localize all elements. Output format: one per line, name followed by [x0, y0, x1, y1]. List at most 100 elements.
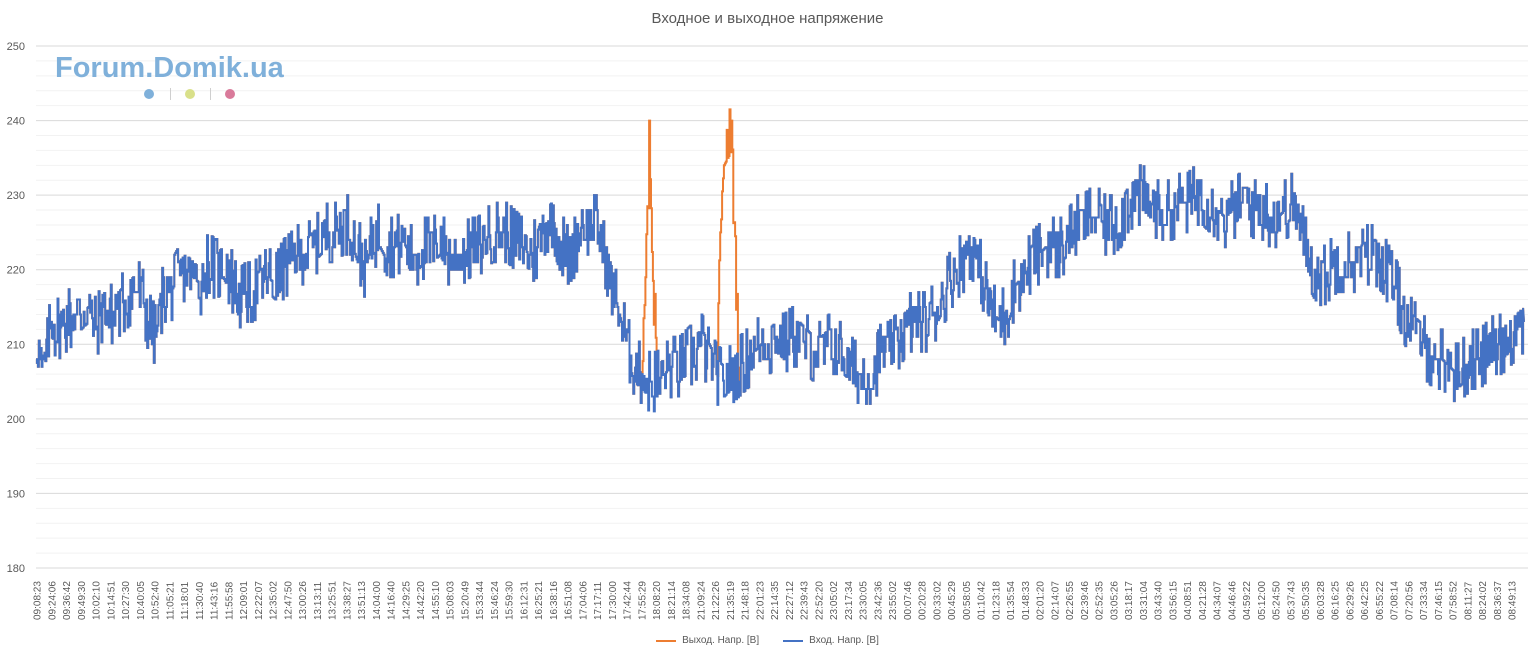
- x-tick-label: 12:09:01: [239, 581, 250, 620]
- watermark-text: Forum.Domik.ua: [55, 52, 284, 84]
- x-tick-label: 07:20:56: [1404, 581, 1415, 620]
- series-layer: [35, 108, 1525, 413]
- x-tick-label: 17:17:11: [593, 581, 604, 620]
- legend-swatch-input: [783, 639, 804, 642]
- x-tick-label: 21:09:24: [696, 581, 707, 620]
- x-tick-label: 08:24:02: [1478, 581, 1489, 620]
- x-tick-label: 09:49:30: [77, 581, 88, 620]
- minor-gridlines: [36, 60, 1528, 554]
- x-tick-label: 05:24:50: [1272, 581, 1283, 620]
- x-tick-label: 10:40:05: [136, 581, 147, 620]
- watermark-separator: [210, 88, 211, 100]
- x-tick-label: 06:55:22: [1375, 581, 1386, 620]
- x-tick-label: 13:00:26: [298, 581, 309, 620]
- legend-label-output: Выход. Напр. [В]: [682, 635, 760, 646]
- x-tick-label: 06:42:25: [1360, 581, 1371, 620]
- x-tick-label: 00:33:02: [932, 581, 943, 620]
- x-tick-label: 03:31:04: [1139, 581, 1150, 620]
- x-axis-ticks: 09:08:23 09:24:06 09:36:42 09:49:30 10:02:10…: [33, 581, 1519, 620]
- x-tick-label: 12:35:02: [269, 581, 280, 620]
- x-tick-label: 11:43:16: [210, 581, 221, 620]
- x-tick-label: 04:08:51: [1183, 581, 1194, 620]
- x-tick-label: 23:55:02: [888, 581, 899, 620]
- x-tick-label: 22:27:12: [785, 581, 796, 620]
- x-tick-label: 11:05:21: [165, 581, 176, 620]
- x-tick-label: 00:20:28: [918, 581, 929, 620]
- x-tick-label: 00:58:05: [962, 581, 973, 620]
- x-tick-label: 17:04:06: [578, 581, 589, 620]
- x-tick-label: 15:59:30: [505, 581, 516, 620]
- x-tick-label: 03:56:15: [1168, 581, 1179, 620]
- x-tick-label: 08:36:37: [1493, 581, 1504, 620]
- x-tick-label: 10:27:30: [121, 581, 132, 620]
- x-tick-label: 01:10:42: [977, 581, 988, 620]
- x-tick-label: 08:49:13: [1508, 581, 1519, 620]
- forum-domik-watermark: Forum.Domik.ua: [55, 52, 284, 103]
- x-tick-label: 11:30:40: [195, 581, 206, 620]
- x-tick-label: 10:52:40: [151, 581, 162, 620]
- x-tick-label: 16:38:16: [549, 581, 560, 620]
- y-tick-label: 210: [7, 339, 25, 351]
- x-tick-label: 05:50:35: [1301, 581, 1312, 620]
- x-tick-label: 02:39:46: [1080, 581, 1091, 620]
- y-tick-label: 240: [7, 116, 25, 128]
- x-tick-label: 22:14:35: [770, 581, 781, 620]
- x-tick-label: 04:59:22: [1242, 581, 1253, 620]
- major-gridlines: [36, 45, 1528, 569]
- x-tick-label: 14:42:20: [416, 581, 427, 620]
- x-tick-label: 23:42:36: [873, 581, 884, 620]
- x-tick-label: 23:05:02: [829, 581, 840, 620]
- x-tick-label: 01:23:18: [991, 581, 1002, 620]
- x-tick-label: 04:34:07: [1213, 581, 1224, 620]
- x-tick-label: 17:30:00: [608, 581, 619, 620]
- x-tick-label: 18:08:20: [652, 581, 663, 620]
- x-tick-label: 03:18:17: [1124, 581, 1135, 620]
- legend-item-input: Вход. Напр. [В]: [783, 635, 879, 646]
- x-tick-label: 17:42:44: [623, 581, 634, 620]
- x-tick-label: 14:16:40: [387, 581, 398, 620]
- legend-label-input: Вход. Напр. [В]: [809, 635, 879, 646]
- x-tick-label: 22:39:43: [800, 581, 811, 620]
- x-tick-label: 06:16:25: [1331, 581, 1342, 620]
- legend-item-output: Выход. Напр. [В]: [656, 635, 759, 646]
- x-tick-label: 03:43:40: [1154, 581, 1165, 620]
- x-tick-label: 23:17:34: [844, 581, 855, 620]
- x-tick-label: 04:46:46: [1227, 581, 1238, 620]
- x-tick-label: 13:25:51: [328, 581, 339, 620]
- x-tick-label: 07:46:15: [1434, 581, 1445, 620]
- x-tick-label: 02:26:55: [1065, 581, 1076, 620]
- x-tick-label: 16:25:21: [534, 581, 545, 620]
- x-tick-label: 00:45:29: [947, 581, 958, 620]
- x-tick-label: 09:36:42: [62, 581, 73, 620]
- x-tick-label: 13:13:11: [313, 581, 324, 620]
- y-axis-ticks: 180 190 200 210 220 230 240 250: [7, 41, 25, 575]
- legend-swatch-output: [656, 639, 677, 642]
- x-tick-label: 01:35:54: [1006, 581, 1017, 620]
- watermark-dot-pink: [225, 89, 235, 99]
- x-tick-label: 15:46:24: [490, 581, 501, 620]
- x-tick-label: 14:55:10: [431, 581, 442, 620]
- x-tick-label: 15:20:49: [460, 581, 471, 620]
- x-tick-label: 09:24:06: [47, 581, 58, 620]
- series-line-input: [35, 164, 1525, 413]
- x-tick-label: 15:33:44: [475, 581, 486, 620]
- y-tick-label: 180: [7, 563, 25, 575]
- x-tick-label: 10:02:10: [92, 581, 103, 620]
- y-tick-label: 190: [7, 488, 25, 500]
- x-tick-label: 07:08:14: [1390, 581, 1401, 620]
- x-tick-label: 23:30:05: [859, 581, 870, 620]
- x-tick-label: 16:12:31: [519, 581, 530, 620]
- x-tick-label: 08:11:27: [1463, 581, 1474, 620]
- x-tick-label: 06:29:26: [1345, 581, 1356, 620]
- watermark-separator: [170, 88, 171, 100]
- x-tick-label: 14:29:25: [401, 581, 412, 620]
- x-tick-label: 21:48:18: [741, 581, 752, 620]
- y-tick-label: 220: [7, 265, 25, 277]
- x-tick-label: 12:22:07: [254, 581, 265, 620]
- x-tick-label: 12:47:50: [283, 581, 294, 620]
- x-tick-label: 18:34:08: [682, 581, 693, 620]
- watermark-dots: [55, 87, 284, 103]
- x-tick-label: 11:55:58: [224, 581, 235, 620]
- x-tick-label: 21:22:26: [711, 581, 722, 620]
